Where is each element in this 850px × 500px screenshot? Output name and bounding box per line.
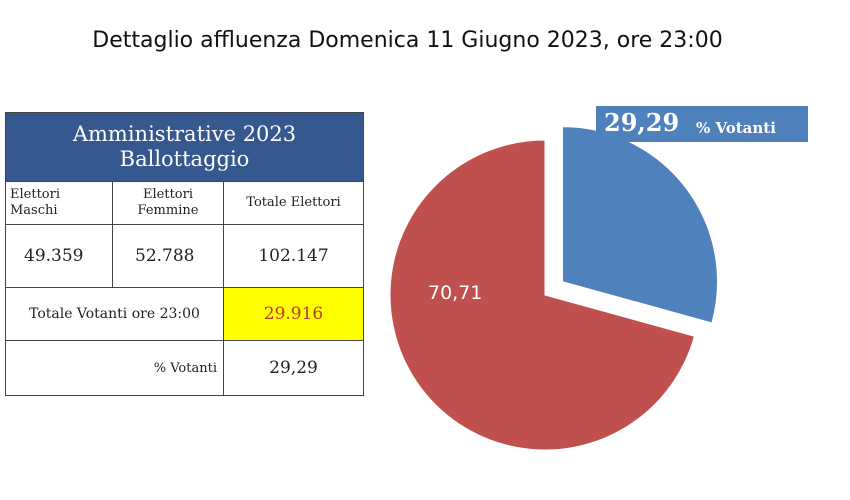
percent-value: 29,29 xyxy=(223,340,364,396)
page-title: Dettaglio affluenza Domenica 11 Giugno 2… xyxy=(92,28,723,53)
female-voters-value: 52.788 xyxy=(112,224,224,288)
percent-callout: 29,29 % Votanti xyxy=(596,106,808,142)
col-header-female-line2: Femmine xyxy=(137,203,199,218)
col-header-male: Elettori Maschi xyxy=(5,181,113,225)
turnout-label: Totale Votanti ore 23:00 xyxy=(5,287,224,341)
callout-suffix: % Votanti xyxy=(696,119,776,137)
turnout-value: 29.916 xyxy=(223,287,364,341)
col-header-total: Totale Elettori xyxy=(223,181,364,225)
total-voters-value: 102.147 xyxy=(223,224,364,288)
slice-label-other: 70,71 xyxy=(428,282,482,304)
table-header: Amministrative 2023 Ballottaggio xyxy=(5,112,364,182)
col-header-male-line1: Elettori xyxy=(10,187,60,202)
pie-slice-1 xyxy=(562,126,719,324)
callout-value: 29,29 xyxy=(604,108,680,137)
male-voters-value: 49.359 xyxy=(5,224,113,288)
col-header-female: Elettori Femmine xyxy=(112,181,224,225)
pie-slice-2 xyxy=(389,139,696,451)
table-header-line2: Ballottaggio xyxy=(119,147,250,171)
turnout-pie-chart: 70,71 xyxy=(389,126,719,451)
percent-label: % Votanti xyxy=(5,340,224,396)
turnout-table: Amministrative 2023 Ballottaggio Elettor… xyxy=(5,112,364,396)
col-header-male-line2: Maschi xyxy=(10,203,58,218)
col-header-female-line1: Elettori xyxy=(143,187,193,202)
table-header-line1: Amministrative 2023 xyxy=(72,122,297,146)
